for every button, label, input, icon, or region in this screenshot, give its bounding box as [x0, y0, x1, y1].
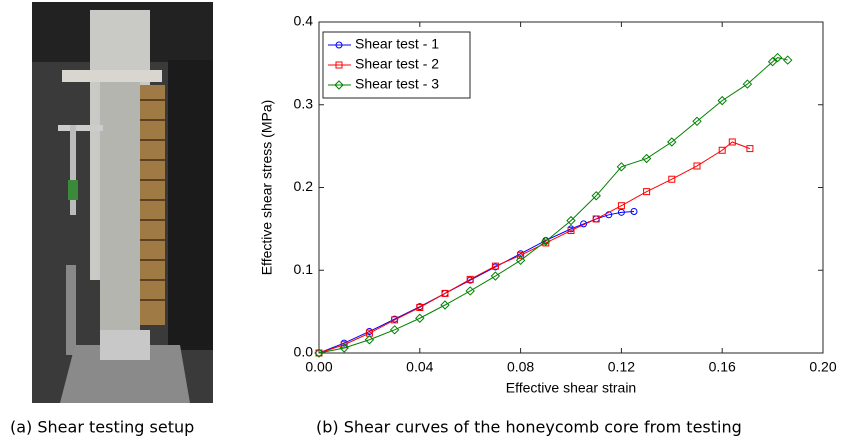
marker — [783, 55, 793, 65]
x-tick-label: 0.12 — [608, 359, 635, 375]
marker — [415, 313, 425, 323]
marker — [717, 95, 727, 106]
y-axis-label: Effective shear stress (MPa) — [259, 100, 275, 276]
x-tick-label: 0.08 — [507, 359, 534, 375]
marker — [692, 116, 702, 127]
x-tick-label: 0.00 — [305, 359, 332, 375]
marker — [466, 275, 474, 283]
marker — [667, 137, 677, 147]
marker — [617, 208, 625, 216]
marker — [617, 202, 625, 210]
caption-a: (a) Shear testing setup — [10, 418, 194, 437]
legend-marker — [334, 80, 344, 90]
marker — [440, 300, 450, 310]
marker — [515, 255, 526, 266]
legend-label: Shear test - 3 — [355, 76, 439, 92]
marker — [693, 162, 701, 170]
marker — [364, 335, 375, 345]
marker — [641, 153, 652, 164]
series-line — [318, 141, 751, 354]
legend-marker — [335, 61, 343, 69]
legend-marker — [335, 41, 343, 49]
marker — [389, 325, 400, 335]
y-tick-label: 0.3 — [294, 95, 314, 111]
marker — [643, 188, 651, 196]
marker — [517, 251, 525, 259]
marker — [718, 146, 726, 154]
y-tick-label: 0.0 — [294, 344, 314, 360]
marker — [339, 343, 349, 353]
photo — [32, 2, 213, 403]
legend-label: Shear test - 1 — [355, 36, 439, 52]
x-tick-label: 0.16 — [709, 359, 736, 375]
marker — [315, 349, 323, 357]
marker — [567, 227, 575, 235]
series-line — [318, 57, 788, 354]
y-tick-label: 0.2 — [294, 178, 314, 194]
marker — [772, 52, 783, 63]
legend-label: Shear test - 2 — [355, 56, 439, 72]
marker — [490, 271, 501, 281]
caption-b: (b) Shear curves of the honeycomb core f… — [316, 418, 742, 437]
marker — [728, 138, 736, 146]
y-tick-label: 0.1 — [294, 261, 314, 277]
y-tick-label: 0.4 — [294, 13, 314, 29]
marker — [314, 348, 324, 358]
marker — [416, 303, 424, 311]
marker — [746, 145, 754, 153]
marker — [541, 236, 551, 246]
marker — [591, 191, 601, 201]
marker — [592, 215, 600, 223]
marker — [767, 57, 778, 67]
marker — [391, 316, 399, 324]
x-axis-label: Effective shear strain — [506, 380, 636, 396]
marker — [668, 175, 676, 183]
marker — [465, 286, 475, 296]
marker — [742, 79, 753, 89]
marker — [491, 262, 499, 270]
x-tick-label: 0.04 — [406, 359, 433, 375]
marker — [441, 289, 449, 297]
marker — [566, 215, 576, 226]
marker — [630, 207, 638, 215]
marker — [580, 220, 588, 228]
marker — [616, 162, 627, 172]
x-tick-label: 0.20 — [809, 359, 836, 375]
